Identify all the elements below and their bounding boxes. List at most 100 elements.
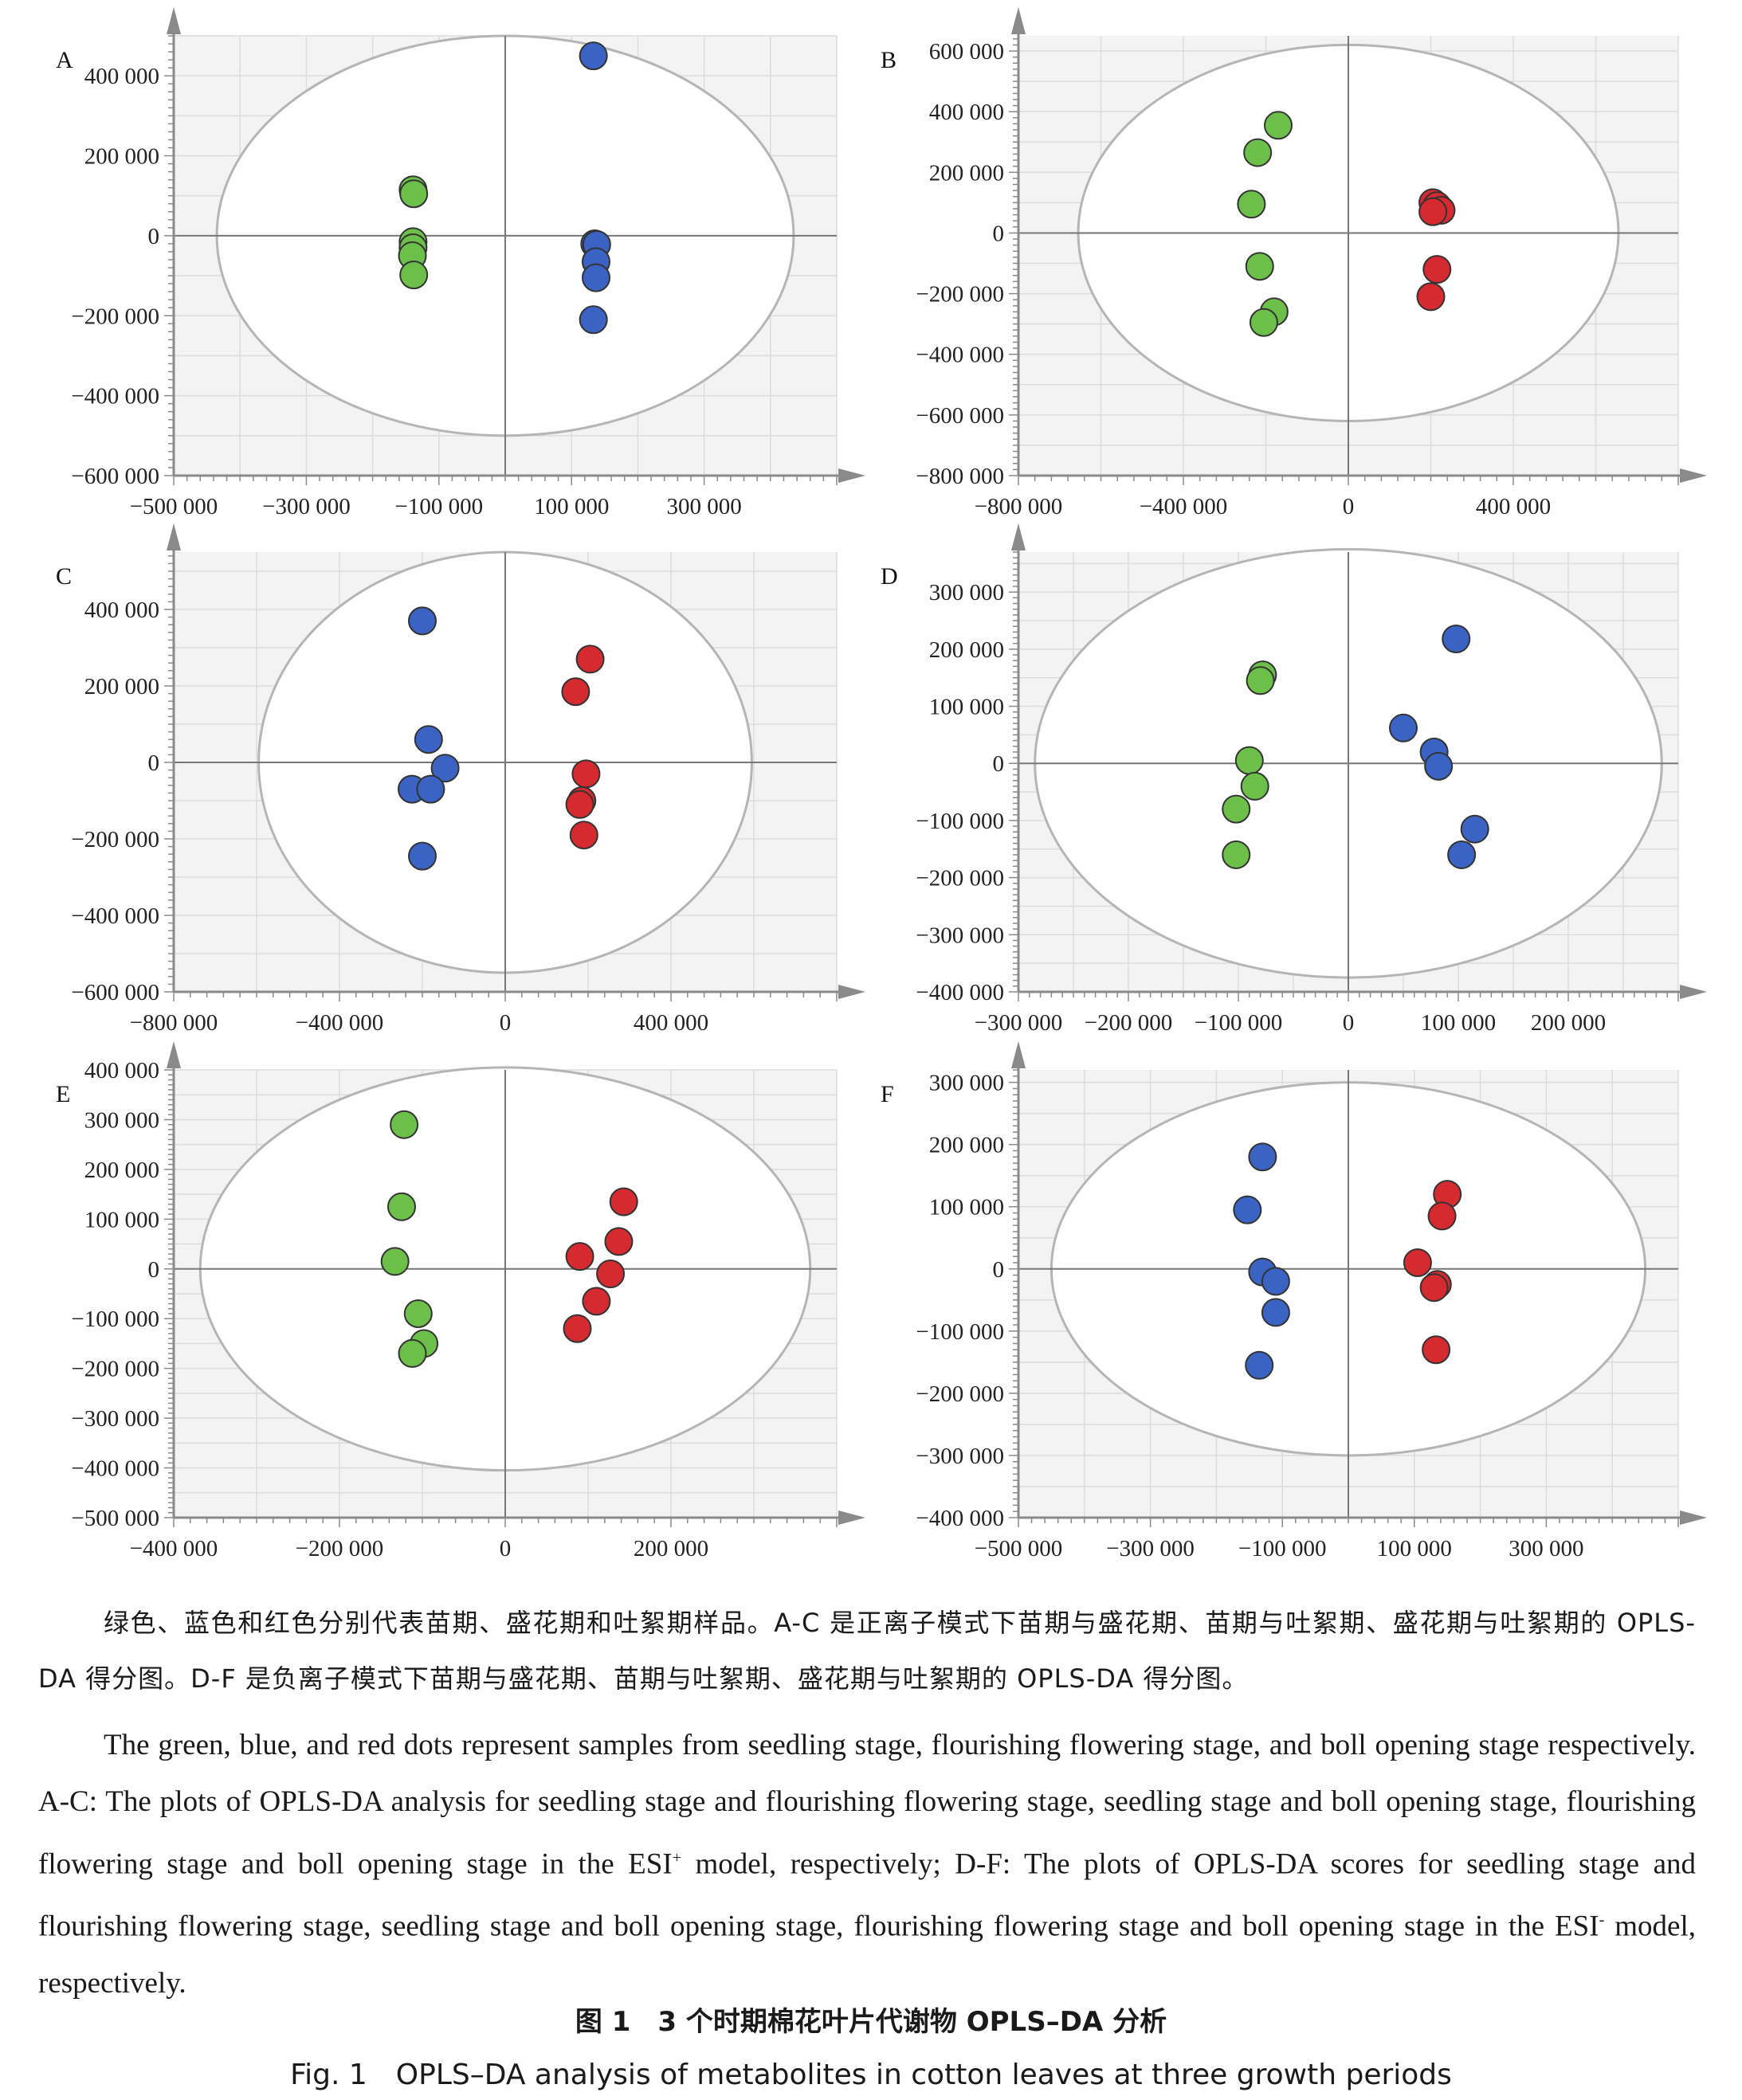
data-point-series-2 [1422,1335,1451,1365]
y-tick-label: −600 000 [71,464,159,489]
y-axis-arrow-icon [1011,7,1026,34]
y-tick-label: −200 000 [916,866,1004,891]
y-tick-label: −200 000 [916,282,1004,308]
y-tick-label: −300 000 [916,923,1004,948]
data-point-series-1 [387,1192,416,1221]
y-tick-label: 400 000 [84,1058,159,1083]
y-axis-arrow-icon [167,1041,181,1068]
data-point-series-2 [1447,840,1477,869]
y-tick-label: −100 000 [916,809,1004,834]
x-tick-label: 0 [1343,1010,1355,1036]
caption-english-part2: model, respectively; D-F: The plots of O… [38,1847,1696,1943]
y-axis-arrow-icon [167,523,181,550]
panel-label-b: B [881,47,897,73]
y-tick-label: −200 000 [71,827,159,852]
data-point-series-1 [1245,1350,1274,1380]
data-point-series-1 [408,841,437,871]
data-point-series-2 [571,759,601,789]
panel-e: −400 000 −200 000 0 200 000 −500 000 −400 000… [56,1041,865,1561]
y-tick-label: −400 000 [916,1506,1004,1531]
y-tick-label: −100 000 [71,1307,159,1332]
x-tick-label: 100 000 [534,494,609,519]
x-tick-label: 0 [500,1536,512,1561]
data-point-series-1 [1264,111,1293,140]
y-tick-label: 200 000 [84,144,159,170]
data-point-series-2 [581,263,610,292]
y-tick-label: 200 000 [84,1158,159,1183]
y-tick-label: 400 000 [84,597,159,623]
data-point-series-2 [1416,282,1446,311]
y-tick-label: 100 000 [84,1207,159,1232]
y-tick-label: −400 000 [71,384,159,409]
y-tick-label: 600 000 [929,39,1004,65]
data-point-series-1 [1233,1195,1262,1224]
y-tick-label: 0 [993,221,1005,246]
data-point-series-1 [416,774,445,804]
y-axis-arrow-icon [1011,1041,1026,1068]
y-tick-label: −400 000 [71,1456,159,1482]
y-tick-label: 0 [148,224,160,249]
caption-english: The green, blue, and red dots represent … [38,1717,1696,2012]
y-tick-label: 400 000 [929,100,1004,125]
y-tick-label: −300 000 [916,1444,1004,1469]
data-point-series-2 [1389,713,1418,742]
caption-chinese: 绿色、蓝色和红色分别代表苗期、盛花期和吐絮期样品。A-C 是正离子模式下苗期与盛… [38,1608,1696,1694]
data-point-series-1 [1246,666,1275,695]
figure-title-english: Fig. 1 OPLS–DA analysis of metabolites i… [290,2059,1452,2091]
y-tick-label: 0 [148,1257,160,1283]
data-point-series-1 [1222,840,1251,869]
y-tick-label: 0 [993,1257,1005,1283]
data-point-series-1 [430,754,460,783]
x-tick-label: 0 [500,1010,512,1036]
x-tick-label: −200 000 [1085,1010,1173,1036]
data-point-series-2 [579,305,608,335]
panel-b: −800 000 −400 000 0 400 000 −800 000 −600 000… [881,7,1707,519]
x-tick-label: 400 000 [634,1010,708,1036]
x-tick-label: 100 000 [1421,1010,1496,1036]
caption-english-part1: The green, blue, and red dots represent … [38,1729,1696,1881]
data-point-series-2 [1419,1273,1449,1303]
data-point-series-2 [596,1260,626,1289]
data-point-series-2 [569,821,598,850]
y-tick-label: −200 000 [71,1357,159,1382]
x-axis-arrow-icon [1680,985,1707,999]
x-tick-label: −400 000 [1140,494,1228,519]
data-point-series-1 [398,1338,427,1368]
y-tick-label: 0 [148,750,160,776]
data-point-series-2 [582,1287,611,1316]
y-tick-label: −600 000 [71,980,159,1005]
data-point-series-1 [399,261,429,290]
y-tick-label: 200 000 [929,637,1004,663]
y-tick-label: 400 000 [84,64,159,89]
y-tick-label: 100 000 [929,1195,1004,1220]
y-axis-arrow-icon [1011,523,1026,550]
y-tick-label: 200 000 [929,160,1004,186]
data-point-series-1 [408,606,437,636]
figure-panels: −500 000 −300 000 −100 000 100 000 300 000 −6… [56,7,1707,1561]
panel-label-a: A [56,47,73,73]
y-tick-label: −200 000 [71,304,159,329]
x-tick-label: −200 000 [296,1536,384,1561]
y-tick-label: 300 000 [84,1107,159,1133]
x-tick-label: −100 000 [1195,1010,1283,1036]
x-tick-label: 0 [1343,494,1355,519]
x-tick-label: 300 000 [666,494,741,519]
data-point-series-2 [609,1187,638,1217]
y-tick-label: −200 000 [916,1381,1004,1407]
data-point-series-2 [1422,255,1452,284]
data-point-series-1 [1261,1298,1290,1327]
data-point-series-2 [1460,814,1489,844]
x-tick-label: 400 000 [1476,494,1551,519]
y-tick-label: 100 000 [929,695,1004,720]
data-point-series-2 [1427,1201,1457,1231]
caption-sup-plus: + [672,1849,681,1867]
y-tick-label: −400 000 [916,980,1004,1005]
data-point-series-1 [1248,1142,1277,1172]
y-axis-arrow-icon [167,7,181,34]
caption-sup-minus: - [1599,1911,1605,1930]
y-tick-label: −600 000 [916,403,1004,429]
data-point-series-2 [1418,197,1448,226]
panel-label-c: C [56,563,72,590]
panel-label-e: E [56,1081,70,1107]
x-tick-label: −800 000 [130,1010,218,1036]
